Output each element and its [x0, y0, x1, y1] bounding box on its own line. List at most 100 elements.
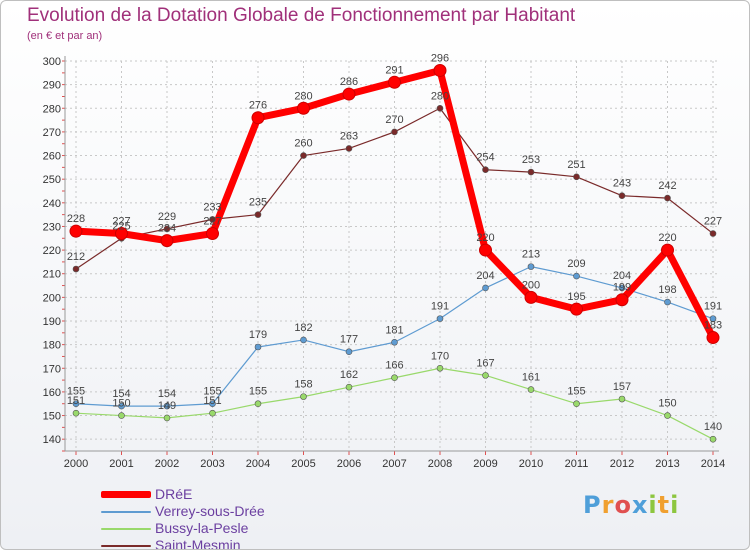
point-dr-e [251, 111, 265, 125]
legend-swatch-drée [101, 491, 151, 498]
data-label-bussy-la-pesle: 150 [112, 398, 130, 410]
point-dr-e [479, 243, 492, 257]
x-tick-label: 2009 [473, 458, 497, 470]
legend-label: Saint-Mesmin [155, 537, 241, 550]
data-label-dr-e: 296 [431, 52, 449, 64]
data-label-dr-e: 199 [613, 282, 631, 294]
point-bussy-la-pesle [664, 412, 671, 419]
data-label-bussy-la-pesle: 170 [431, 350, 449, 362]
data-label-saint-mesmin: 235 [249, 197, 267, 209]
legend-swatch-verrey-sous-dree [101, 511, 151, 513]
legend-swatch-bussy-la-pesle [101, 528, 151, 530]
data-label-verrey-sous-dr-e: 182 [294, 322, 312, 334]
y-tick-label: 300 [43, 56, 61, 68]
point-dr-e [524, 290, 538, 304]
data-label-dr-e: 276 [249, 100, 267, 112]
point-bussy-la-pesle [72, 409, 80, 417]
x-tick-label: 2010 [519, 458, 543, 470]
data-label-verrey-sous-dr-e: 154 [112, 388, 130, 400]
data-label-dr-e: 280 [294, 90, 312, 102]
data-label-saint-mesmin: 280 [431, 90, 449, 102]
x-tick-label: 2007 [382, 458, 406, 470]
data-label-bussy-la-pesle: 161 [522, 372, 540, 384]
point-verrey-sous-dr-e [345, 348, 353, 356]
data-label-saint-mesmin: 227 [704, 216, 722, 228]
point-bussy-la-pesle [527, 386, 535, 393]
chart-axes: 140 150 160 170 180 190 200 210 220 230 240 250 260 2… [43, 56, 725, 470]
legend-item-saint-mesmin: Saint-Mesmin [101, 537, 321, 550]
point-bussy-la-pesle [209, 409, 216, 417]
data-label-bussy-la-pesle: 151 [67, 395, 85, 407]
data-label-verrey-sous-dr-e: 213 [522, 249, 540, 261]
y-tick-label: 270 [43, 127, 61, 139]
data-label-dr-e: 200 [522, 279, 540, 291]
data-label-saint-mesmin: 242 [658, 180, 676, 192]
data-label-verrey-sous-dr-e: 155 [67, 386, 85, 398]
logo-letter: i [648, 491, 658, 519]
x-tick-label: 2008 [428, 458, 452, 470]
point-bussy-la-pesle [436, 364, 444, 372]
data-label-dr-e: 227 [203, 216, 221, 228]
data-label-dr-e: 220 [476, 232, 494, 244]
x-tick-label: 2013 [655, 458, 679, 470]
chart-subtitle: (en € et par an) [27, 30, 103, 42]
point-dr-e [433, 63, 447, 77]
point-saint-mesmin [664, 194, 671, 202]
data-label-dr-e: 227 [112, 216, 130, 228]
point-verrey-sous-dr-e [254, 343, 262, 351]
data-label-dr-e: 183 [704, 320, 722, 332]
point-saint-mesmin [527, 168, 535, 176]
data-label-saint-mesmin: 243 [613, 178, 631, 190]
point-verrey-sous-dr-e [391, 338, 398, 346]
data-label-bussy-la-pesle: 167 [476, 357, 494, 369]
data-label-bussy-la-pesle: 155 [567, 386, 585, 398]
point-saint-mesmin [618, 192, 626, 200]
data-label-saint-mesmin: 251 [567, 159, 585, 171]
series-points [69, 63, 720, 443]
point-bussy-la-pesle [118, 412, 125, 419]
data-label-verrey-sous-dr-e: 154 [158, 388, 176, 400]
x-tick-label: 2011 [565, 458, 589, 470]
data-label-saint-mesmin: 212 [67, 251, 85, 263]
data-label-bussy-la-pesle: 158 [294, 379, 312, 391]
point-verrey-sous-dr-e [618, 284, 626, 292]
point-verrey-sous-dr-e [527, 263, 535, 270]
point-dr-e [206, 227, 219, 241]
point-dr-e [160, 234, 174, 248]
point-bussy-la-pesle [482, 372, 489, 379]
point-dr-e [388, 75, 401, 89]
y-tick-label: 230 [43, 221, 61, 233]
y-tick-label: 260 [43, 151, 61, 163]
legend-item-drée: DRéE [101, 486, 321, 503]
logo-letter: i [670, 491, 680, 519]
data-label-saint-mesmin: 233 [203, 201, 221, 213]
y-tick-label: 220 [43, 245, 61, 257]
y-tick-label: 200 [43, 292, 61, 304]
point-dr-e [69, 224, 83, 238]
data-label-bussy-la-pesle: 166 [385, 360, 403, 372]
x-tick-label: 2006 [337, 458, 361, 470]
point-verrey-sous-dr-e [72, 400, 80, 408]
data-label-dr-e: 286 [340, 76, 358, 88]
logo-letter: r [601, 491, 615, 519]
logo-letter: x [631, 491, 649, 519]
logo-letter: o [614, 491, 632, 519]
point-bussy-la-pesle [163, 414, 171, 422]
data-label-verrey-sous-dr-e: 191 [431, 301, 449, 313]
data-label-bussy-la-pesle: 162 [340, 369, 358, 381]
point-dr-e [615, 293, 629, 307]
legend-label: DRéE [155, 486, 193, 502]
chart-legend: DRéE Verrey-sous-Drée Bussy-la-Pesle Sai… [101, 486, 321, 550]
legend-item-bussy-la-pesle: Bussy-la-Pesle [101, 520, 321, 537]
data-label-verrey-sous-dr-e: 177 [340, 334, 358, 346]
data-label-dr-e: 291 [385, 64, 403, 76]
x-tick-label: 2002 [155, 458, 179, 470]
point-dr-e [706, 331, 720, 345]
point-bussy-la-pesle [709, 435, 717, 443]
point-saint-mesmin [254, 211, 262, 218]
data-label-verrey-sous-dr-e: 209 [567, 258, 585, 270]
proxiti-logo: Proxiti [583, 491, 679, 519]
logo-letter: P [583, 491, 602, 519]
